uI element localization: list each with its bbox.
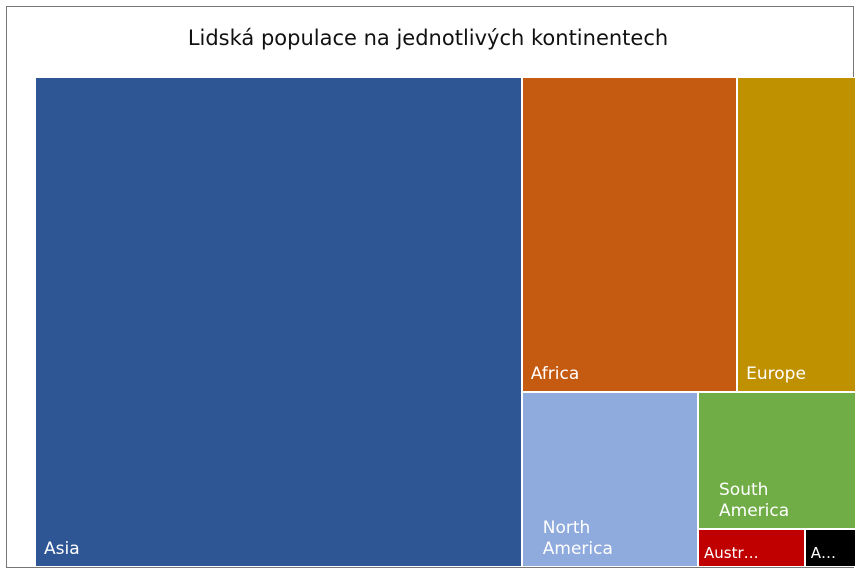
treemap-tile: Austr… <box>698 528 805 567</box>
treemap-tile: North America <box>521 391 698 567</box>
treemap-tile: Africa <box>521 77 738 392</box>
tile-label: A… <box>810 543 837 562</box>
tile-label: Africa <box>530 363 580 384</box>
treemap-tile: A… <box>804 528 856 567</box>
treemap-tile: Asia <box>35 77 522 567</box>
treemap-tile: Europe <box>737 77 856 392</box>
tile-label: Austr… <box>704 543 759 562</box>
chart-title: Lidská populace na jednotlivých kontinen… <box>187 26 669 50</box>
plot-area: Asia Africa Europe North America South Ameri… <box>35 77 856 567</box>
tile-label: Europe <box>746 363 806 384</box>
tile-label: South America <box>719 479 790 521</box>
tile-label: North America <box>542 517 613 559</box>
tile-label: Asia <box>44 539 80 559</box>
treemap-tile: South America <box>698 391 856 529</box>
